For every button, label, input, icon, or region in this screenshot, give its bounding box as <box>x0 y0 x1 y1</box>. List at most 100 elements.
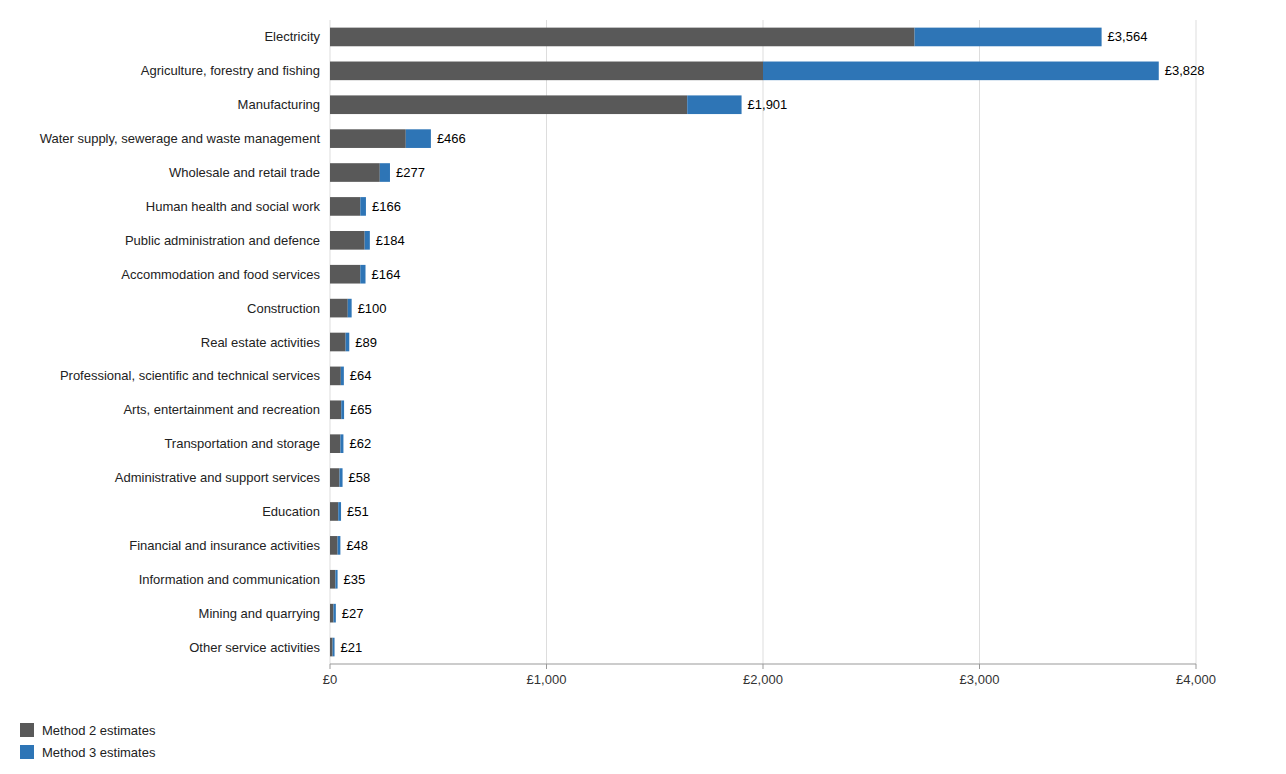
category-label: Transportation and storage <box>164 436 320 451</box>
bar-segment <box>360 265 365 284</box>
x-tick <box>330 664 331 669</box>
x-tick-label: £0 <box>323 672 337 687</box>
bar-segment <box>330 536 338 555</box>
category-label: Water supply, sewerage and waste managem… <box>40 131 321 146</box>
bar-segment <box>330 197 360 216</box>
total-label: £466 <box>437 131 466 146</box>
total-label: £1,901 <box>748 97 788 112</box>
bar-segment <box>380 163 390 182</box>
total-labels: £3,564 £3,828 £1,901 £466 £277 £166 £184 £164 £1… <box>341 29 1205 654</box>
x-tick-label: £4,000 <box>1176 672 1216 687</box>
y-axis: Electricity Agriculture, forestry and fis… <box>40 29 321 654</box>
bar-segment <box>406 129 431 148</box>
category-label: Administrative and support services <box>115 470 321 485</box>
chart-container: £0 £1,000 £2,000 £3,000 £4,000 Electricity Agr… <box>0 0 1286 774</box>
bar-segment <box>338 536 341 555</box>
total-label: £62 <box>349 436 371 451</box>
category-label: Education <box>262 504 320 519</box>
bar-segment <box>763 62 1159 81</box>
bar-segment <box>348 299 352 318</box>
category-label: Manufacturing <box>238 97 320 112</box>
grid-line <box>763 20 764 664</box>
grid <box>330 20 1196 664</box>
category-label: Public administration and defence <box>125 233 320 248</box>
grid-line <box>1196 20 1197 664</box>
grid-line <box>546 20 547 664</box>
category-label: Real estate activities <box>201 335 321 350</box>
bar-segment <box>330 231 365 250</box>
total-label: £48 <box>346 538 368 553</box>
bars <box>330 28 1159 657</box>
legend-label: Method 3 estimates <box>42 745 156 760</box>
total-label: £184 <box>376 233 405 248</box>
bar-segment <box>341 400 344 419</box>
bar-segment <box>338 502 341 521</box>
bar-segment <box>340 434 343 453</box>
grid-line <box>979 20 980 664</box>
bar-segment <box>330 400 341 419</box>
category-label: Accommodation and food services <box>121 267 320 282</box>
legend-swatch <box>20 723 34 737</box>
legend-label: Method 2 estimates <box>42 723 156 738</box>
total-label: £164 <box>372 267 401 282</box>
bar-segment <box>330 604 333 623</box>
chart-svg: £0 £1,000 £2,000 £3,000 £4,000 Electricity Agr… <box>0 0 1286 774</box>
total-label: £64 <box>350 368 372 383</box>
bar-segment <box>340 468 343 487</box>
total-label: £166 <box>372 199 401 214</box>
bar-segment <box>330 468 340 487</box>
bar-segment <box>687 95 741 114</box>
bar-segment <box>335 570 337 589</box>
total-label: £3,564 <box>1108 29 1148 44</box>
bar-segment <box>330 502 338 521</box>
total-label: £89 <box>355 335 377 350</box>
category-label: Agriculture, forestry and fishing <box>141 63 320 78</box>
total-label: £21 <box>341 640 363 655</box>
category-label: Information and communication <box>139 572 320 587</box>
category-label: Arts, entertainment and recreation <box>123 402 320 417</box>
category-label: Financial and insurance activities <box>129 538 320 553</box>
total-label: £35 <box>344 572 366 587</box>
x-tick <box>763 664 764 669</box>
legend: Method 2 estimates Method 3 estimates <box>20 723 156 760</box>
x-tick-label: £3,000 <box>960 672 1000 687</box>
category-label: Human health and social work <box>146 199 321 214</box>
x-tick <box>546 664 547 669</box>
category-label: Other service activities <box>189 640 320 655</box>
bar-segment <box>333 638 335 657</box>
category-label: Professional, scientific and technical s… <box>60 368 321 383</box>
total-label: £27 <box>342 606 364 621</box>
bar-segment <box>330 570 335 589</box>
x-tick-label: £2,000 <box>743 672 783 687</box>
total-label: £100 <box>358 301 387 316</box>
bar-segment <box>330 62 763 81</box>
bar-segment <box>330 299 348 318</box>
total-label: £3,828 <box>1165 63 1205 78</box>
bar-segment <box>365 231 370 250</box>
bar-segment <box>333 604 335 623</box>
category-label: Wholesale and retail trade <box>169 165 320 180</box>
bar-segment <box>330 95 687 114</box>
bar-segment <box>330 28 915 47</box>
bar-segment <box>330 638 333 657</box>
x-tick <box>1196 664 1197 669</box>
bar-segment <box>330 333 346 352</box>
bar-segment <box>341 367 344 386</box>
x-tick-label: £1,000 <box>527 672 567 687</box>
x-tick <box>979 664 980 669</box>
x-axis: £0 £1,000 £2,000 £3,000 £4,000 <box>323 664 1216 687</box>
total-label: £51 <box>347 504 369 519</box>
total-label: £277 <box>396 165 425 180</box>
bar-segment <box>330 163 380 182</box>
bar-segment <box>330 367 341 386</box>
category-label: Construction <box>247 301 320 316</box>
bar-segment <box>360 197 366 216</box>
bar-segment <box>330 265 360 284</box>
bar-segment <box>330 129 406 148</box>
legend-swatch <box>20 745 34 759</box>
bar-segment <box>346 333 350 352</box>
category-label: Mining and quarrying <box>199 606 320 621</box>
category-label: Electricity <box>264 29 320 44</box>
bar-segment <box>915 28 1102 47</box>
bar-segment <box>330 434 340 453</box>
